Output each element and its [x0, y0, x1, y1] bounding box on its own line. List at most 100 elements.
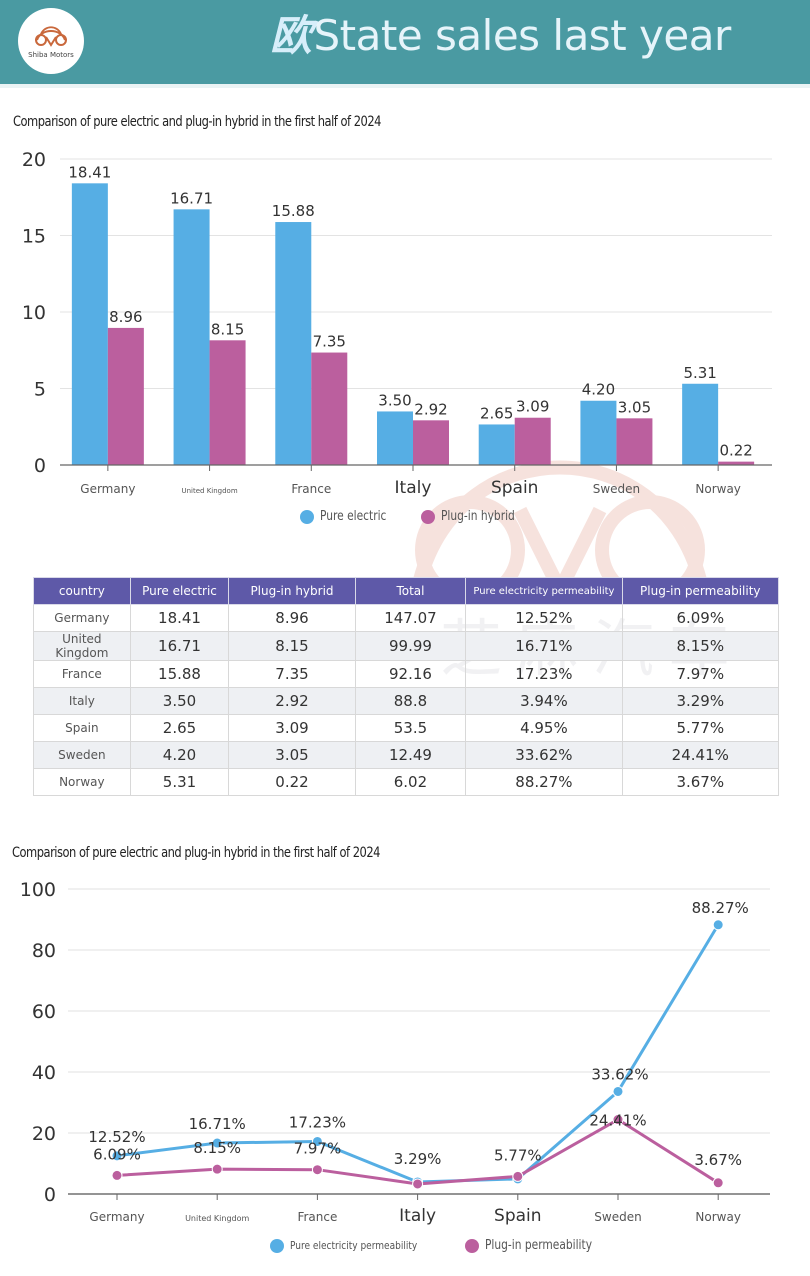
value-cell: 16.71% — [465, 631, 623, 661]
bar-plug-in-hybrid — [718, 461, 755, 465]
data-label: 5.31 — [683, 364, 716, 382]
x-tick-label: United Kingdom — [181, 487, 237, 495]
value-cell: 17.23% — [465, 660, 623, 688]
value-cell: 12.49 — [354, 741, 467, 769]
header-divider — [0, 84, 810, 88]
data-label: 17.23% — [289, 1113, 346, 1131]
car-logo-icon — [35, 26, 67, 47]
y-tick-label: 15 — [22, 226, 46, 248]
bar-chart-title: Comparison of pure electric and plug-in … — [13, 114, 381, 130]
value-cell: 3.67% — [621, 768, 780, 796]
legend-dot-icon — [421, 509, 435, 524]
bar-pure-electric — [682, 383, 719, 465]
country-cell: France — [33, 660, 131, 688]
value-cell: 33.62% — [465, 741, 623, 769]
country-cell: Sweden — [33, 741, 131, 769]
data-point — [712, 1177, 724, 1189]
legend-dot-icon — [270, 1238, 284, 1253]
column-header-country: country — [33, 577, 131, 605]
y-tick-label: 60 — [32, 1001, 56, 1023]
value-cell: 147.07 — [354, 604, 467, 632]
legend-dot-icon — [465, 1238, 480, 1253]
country-cell: United Kingdom — [33, 631, 131, 661]
bar-pure-electric — [478, 424, 515, 465]
logo-text: Shiba Motors — [28, 51, 74, 59]
value-cell: 4.95% — [465, 714, 623, 742]
value-cell: 3.29% — [621, 687, 780, 715]
table-row: United Kingdom 16.71 8.15 99.99 16.71% 8.15% — [33, 631, 780, 661]
data-label: 8.15 — [211, 320, 244, 338]
data-label: 3.05 — [618, 398, 651, 416]
header-banner: Shiba Motors 欧State sales last year — [0, 0, 810, 84]
bar-pure-electric — [580, 400, 617, 465]
value-cell: 3.50 — [129, 687, 230, 715]
x-tick-label: Italy — [399, 1206, 436, 1226]
value-cell: 5.31 — [129, 768, 230, 796]
value-cell: 8.15 — [228, 631, 356, 661]
data-point — [512, 1170, 524, 1182]
value-cell: 15.88 — [129, 660, 230, 688]
legend-label: Plug-in permeability — [485, 1238, 593, 1253]
data-point — [412, 1178, 424, 1190]
bar-plug-in-hybrid — [107, 327, 144, 465]
value-cell: 88.8 — [354, 687, 467, 715]
value-cell: 7.97% — [621, 660, 780, 688]
line-chart-title: Comparison of pure electric and plug-in … — [12, 845, 380, 861]
x-tick-label: Norway — [695, 482, 741, 496]
legend-item-pure-electricity-permeability[interactable]: Pure electricity permeability — [270, 1238, 445, 1253]
y-tick-label: 0 — [44, 1184, 56, 1206]
value-cell: 6.09% — [621, 604, 780, 632]
country-cell: Norway — [33, 768, 131, 796]
x-tick-label: Spain — [494, 1206, 542, 1226]
value-cell: 7.35 — [228, 660, 356, 688]
data-label: 15.88 — [272, 202, 315, 220]
x-tick-label: France — [291, 482, 331, 496]
table-row: Sweden 4.20 3.05 12.49 33.62% 24.41% — [33, 741, 780, 769]
country-cell: Germany — [33, 604, 131, 632]
bar-plug-in-hybrid — [209, 340, 246, 465]
legend-dot-icon — [300, 509, 314, 524]
column-header-plug-in-hybrid: Plug-in hybrid — [228, 577, 356, 605]
data-label: 4.20 — [582, 381, 615, 399]
y-tick-label: 100 — [20, 879, 56, 901]
x-tick-label: Norway — [695, 1210, 741, 1224]
data-label: 16.71% — [189, 1115, 246, 1133]
legend-item-plug-in-hybrid[interactable]: Plug-in hybrid — [421, 509, 531, 524]
data-point — [211, 1163, 223, 1175]
value-cell: 4.20 — [129, 741, 230, 769]
value-cell: 8.15% — [621, 631, 780, 661]
data-label: 8.96 — [109, 308, 142, 326]
x-tick-label: United Kingdom — [185, 1214, 249, 1223]
value-cell: 0.22 — [228, 768, 356, 796]
value-cell: 5.77% — [621, 714, 780, 742]
data-label: 2.92 — [414, 400, 447, 418]
data-label: 3.67% — [694, 1151, 742, 1169]
bar-pure-electric — [275, 222, 312, 465]
data-point — [612, 1114, 624, 1126]
data-label: 0.22 — [719, 442, 752, 460]
value-cell: 6.02 — [354, 768, 467, 796]
country-cell: Spain — [33, 714, 131, 742]
value-cell: 3.05 — [228, 741, 356, 769]
table-row: Italy 3.50 2.92 88.8 3.94% 3.29% — [33, 687, 780, 715]
y-tick-label: 20 — [32, 1123, 56, 1145]
data-label: 3.09 — [516, 398, 549, 416]
bar-chart: 0 5 10 15 20 18.41 8.96 Germany 16.71 8.15 United … — [22, 149, 772, 498]
data-label: 3.50 — [378, 391, 411, 409]
table-header-row: country Pure electric Plug-in hybrid Tot… — [33, 577, 780, 605]
data-point — [311, 1164, 323, 1176]
legend-label: Pure electricity permeability — [290, 1239, 418, 1252]
data-label: 33.62% — [591, 1065, 648, 1083]
legend-item-plug-in-permeability[interactable]: Plug-in permeability — [465, 1238, 616, 1253]
y-tick-label: 10 — [22, 302, 46, 324]
column-header-pure-electric: Pure electric — [129, 577, 230, 605]
value-cell: 88.27% — [465, 768, 623, 796]
legend-item-pure-electric[interactable]: Pure electric — [300, 509, 401, 524]
bar-plug-in-hybrid — [514, 417, 551, 465]
data-label: 12.52% — [88, 1128, 145, 1146]
bar-pure-electric — [173, 209, 210, 465]
legend-label: Plug-in hybrid — [441, 509, 515, 524]
value-cell: 24.41% — [621, 741, 780, 769]
column-header-total: Total — [354, 577, 467, 605]
value-cell: 2.92 — [228, 687, 356, 715]
